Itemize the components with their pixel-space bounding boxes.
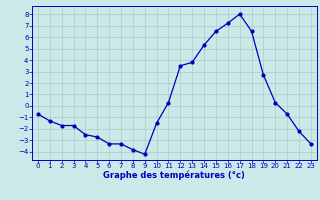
X-axis label: Graphe des températures (°c): Graphe des températures (°c) [103,171,245,180]
